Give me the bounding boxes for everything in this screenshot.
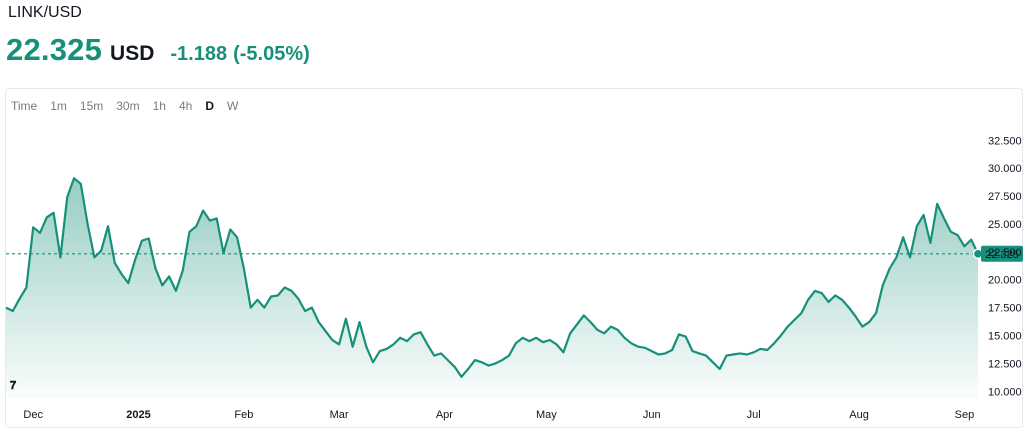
y-axis-tick-label: 30.000: [988, 163, 1022, 175]
x-axis-tick-label: Mar: [330, 409, 349, 421]
price-series-line: [5, 177, 979, 378]
timeframe-30m[interactable]: 30m: [116, 99, 140, 113]
timeframe-15m[interactable]: 15m: [79, 99, 104, 113]
y-axis-tick-label: 10.000: [988, 386, 1022, 398]
y-axis-tick-label: 27.500: [988, 191, 1022, 203]
timeframe-4h[interactable]: 4h: [178, 99, 193, 113]
x-axis-tick-label: Dec: [23, 409, 43, 421]
tradingview-logo-icon: 𝟕: [10, 379, 17, 392]
x-axis-tick-label: Jun: [643, 409, 661, 421]
y-axis-tick-label: 20.000: [988, 275, 1022, 287]
price-change-percent: (-5.05%): [233, 43, 310, 65]
last-price-tag: [981, 245, 1023, 262]
x-axis-tick-label: Aug: [849, 409, 869, 421]
timeframe-w[interactable]: W: [226, 99, 239, 113]
last-price: 22.325: [6, 32, 103, 67]
pair-title: LINK/USD: [8, 4, 82, 21]
y-axis-tick-label: 15.000: [988, 331, 1022, 343]
y-axis-tick-label: 25.000: [988, 219, 1022, 231]
timeframe-time[interactable]: Time: [11, 99, 38, 113]
x-axis-tick-label: Jul: [747, 409, 761, 421]
timeframe-1m[interactable]: 1m: [50, 99, 67, 113]
x-axis-tick-label: Apr: [436, 409, 453, 421]
x-axis-tick-label: 2025: [126, 409, 150, 421]
price-area-fill: [6, 178, 978, 398]
price-change: -1.188: [170, 43, 228, 65]
y-axis-tick-label: 12.500: [988, 358, 1022, 370]
y-axis-tick-label: 22.500: [988, 247, 1022, 259]
timeframe-d[interactable]: D: [205, 99, 214, 113]
timeframe-selector: Time 1m 15m 30m 1h 4h D W: [11, 99, 251, 113]
x-axis-tick-label: Sep: [955, 409, 975, 421]
price-row: 22.325 USD -1.188 (-5.05%): [6, 32, 310, 68]
x-axis-tick-label: May: [536, 409, 557, 421]
x-axis-tick-label: Feb: [234, 409, 253, 421]
timeframe-1h[interactable]: 1h: [152, 99, 166, 113]
currency-label: USD: [110, 42, 155, 65]
y-axis-tick-label: 32.500: [988, 135, 1022, 147]
last-price-tag-label: 22.325: [985, 249, 1019, 261]
y-axis-tick-label: 17.500: [988, 303, 1022, 315]
